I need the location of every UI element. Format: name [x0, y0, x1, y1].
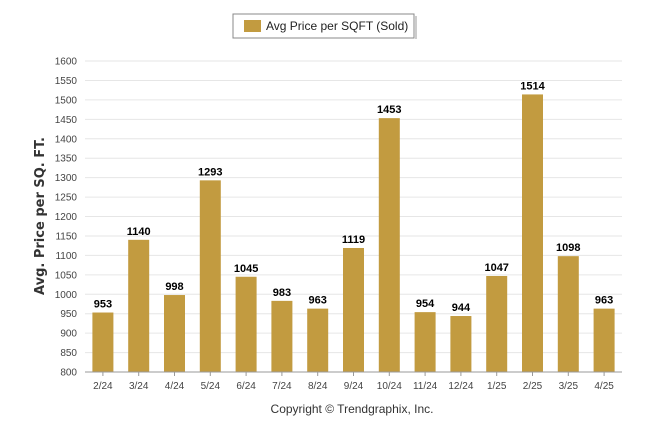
x-axis-ticks: 2/24 3/24 4/24 5/24 6/24 7/24 8/24 9/24 10/24 11/…: [93, 372, 614, 392]
data-label: 963: [309, 295, 327, 307]
data-label: 1098: [556, 242, 580, 254]
y-tick-label: 1550: [55, 76, 78, 87]
y-tick-label: 1250: [55, 193, 78, 204]
bar: [450, 316, 472, 372]
legend-swatch: [244, 20, 261, 32]
x-tick-label: 2/25: [523, 381, 543, 392]
x-tick-label: 8/24: [308, 381, 328, 392]
legend: Avg Price per SQFT (Sold): [232, 13, 417, 39]
x-tick-label: 4/24: [165, 381, 185, 392]
data-labels: 953 1140 998 1293 1045 983 963 1119 1453 954 944 10…: [94, 80, 614, 314]
y-tick-label: 1350: [55, 154, 78, 165]
y-tick-label: 1600: [55, 57, 78, 68]
data-label: 1047: [484, 262, 508, 274]
x-tick-label: 5/24: [201, 381, 221, 392]
y-axis-title: Avg. Price per SQ. FT.: [33, 137, 48, 295]
x-tick-label: 6/24: [236, 381, 256, 392]
data-label: 1293: [198, 166, 222, 178]
y-tick-label: 1500: [55, 95, 78, 106]
x-tick-label: 12/24: [448, 381, 473, 392]
data-label: 1045: [234, 263, 258, 275]
data-label: 954: [416, 298, 435, 310]
bar: [128, 239, 150, 372]
bar: [378, 118, 400, 373]
x-tick-label: 10/24: [377, 381, 402, 392]
y-tick-label: 1100: [55, 251, 77, 262]
y-tick-label: 1000: [55, 290, 78, 301]
bars: [92, 94, 615, 373]
y-tick-label: 1150: [55, 231, 77, 242]
data-label: 963: [595, 295, 613, 307]
y-tick-label: 1050: [55, 270, 78, 281]
y-tick-label: 950: [60, 309, 77, 320]
y-tick-label: 1300: [55, 173, 78, 184]
bar: [307, 308, 329, 372]
x-tick-label: 2/24: [93, 381, 113, 392]
x-tick-label: 7/24: [272, 381, 292, 392]
data-label: 1140: [127, 226, 151, 238]
legend-shadow: [415, 16, 417, 39]
y-axis-ticks: 800 850 900 950 1000 1050 1100 1150 1200 1250 1300…: [55, 57, 78, 379]
copyright-footer: Copyright © Trendgraphix, Inc.: [271, 402, 434, 416]
y-tick-label: 1200: [55, 212, 78, 223]
data-label: 944: [452, 302, 471, 314]
y-tick-label: 1400: [55, 134, 78, 145]
x-tick-label: 4/25: [594, 381, 614, 392]
bar: [235, 276, 257, 372]
bar: [486, 275, 508, 372]
bar: [343, 247, 364, 372]
x-tick-label: 3/24: [129, 381, 149, 392]
data-label: 1119: [342, 234, 365, 246]
data-label: 983: [273, 287, 291, 299]
data-label: 998: [165, 281, 183, 293]
bar: [557, 256, 579, 372]
bar: [164, 295, 185, 372]
data-label: 953: [94, 299, 112, 311]
x-tick-label: 3/25: [559, 381, 579, 392]
x-tick-label: 11/24: [413, 381, 438, 392]
bar: [414, 312, 436, 372]
y-tick-label: 800: [60, 368, 77, 379]
legend-box: [232, 13, 415, 39]
x-tick-label: 9/24: [344, 381, 364, 392]
bar: [271, 300, 293, 372]
data-label: 1514: [520, 80, 545, 92]
bar: [522, 94, 543, 373]
bar: [92, 312, 114, 372]
y-tick-label: 1450: [55, 115, 78, 126]
bar: [199, 180, 221, 372]
y-tick-label: 900: [60, 329, 77, 340]
y-tick-label: 850: [60, 348, 77, 359]
data-label: 1453: [377, 104, 401, 116]
legend-label: Avg Price per SQFT (Sold): [266, 19, 408, 33]
x-tick-label: 1/25: [487, 381, 507, 392]
bar: [593, 308, 615, 372]
